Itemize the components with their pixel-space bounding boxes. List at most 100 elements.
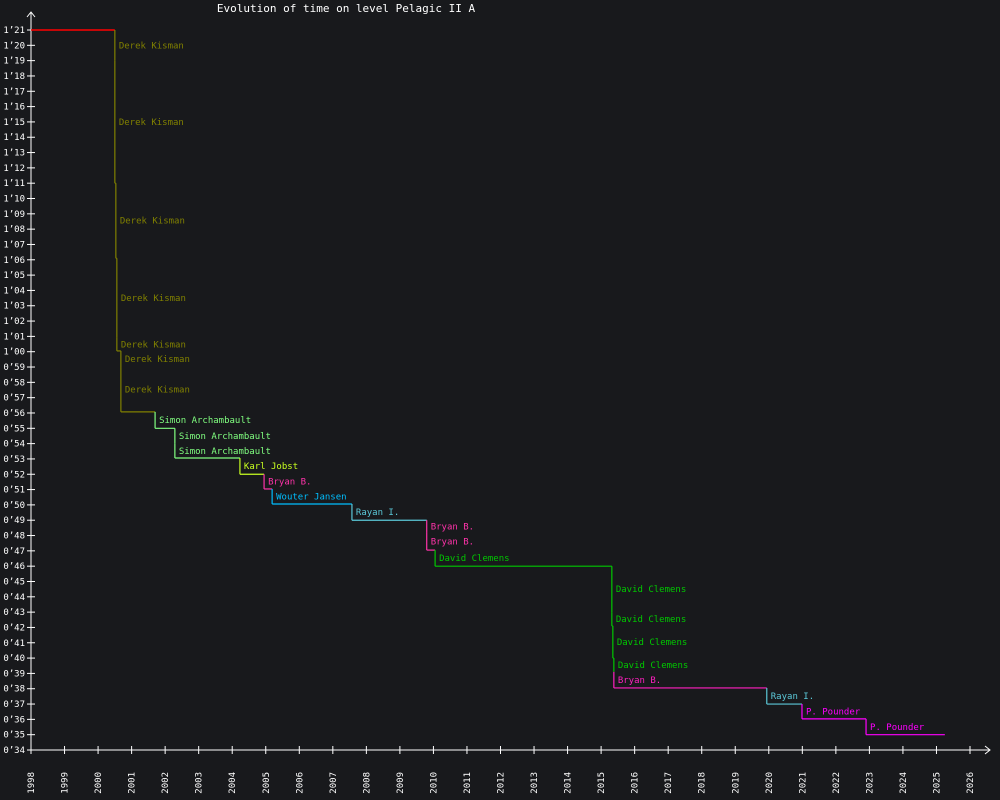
y-tick-label: 0’34 <box>3 746 25 756</box>
record-steps <box>31 29 945 736</box>
x-tick-label: 1999 <box>61 772 71 794</box>
y-tick-label: 1’12 <box>3 164 25 174</box>
x-tick-label: 2000 <box>94 772 104 794</box>
y-tick-label: 0’58 <box>3 378 25 388</box>
x-tick-label: 2009 <box>396 772 406 794</box>
y-tick-label: 0’35 <box>3 731 25 741</box>
x-axis-arrow-icon <box>984 745 991 755</box>
y-tick-label: 1’17 <box>3 87 25 97</box>
y-tick-label: 1’08 <box>3 225 25 235</box>
y-tick-label: 0’48 <box>3 532 25 542</box>
x-tick-label: 2014 <box>564 772 574 794</box>
y-tick-label: 0’55 <box>3 424 25 434</box>
y-tick-label: 0’52 <box>3 470 25 480</box>
y-tick-label: 1’11 <box>3 179 25 189</box>
y-tick-label: 0’36 <box>3 715 25 725</box>
y-tick-label: 0’40 <box>3 654 25 664</box>
record-holder-label: Bryan B. <box>431 522 474 532</box>
record-holder-label: David Clemens <box>618 661 688 671</box>
y-tick-label: 1’02 <box>3 317 25 327</box>
y-tick-label: 0’44 <box>3 593 25 603</box>
record-holder-label: Derek Kisman <box>121 294 186 304</box>
x-tick-label: 2019 <box>731 772 741 794</box>
x-tick-label: 2010 <box>429 772 439 794</box>
x-tick-label: 2002 <box>161 772 171 794</box>
x-tick-label: 2022 <box>832 772 842 794</box>
y-tick-label: 0’49 <box>3 516 25 526</box>
axes: 0’34 0’35 0’36 0’37 0’38 0’39 0’40 0’41 0’42 0’43… <box>3 11 991 794</box>
x-tick-label: 2026 <box>966 772 976 794</box>
y-tick-label: 1’09 <box>3 210 25 220</box>
x-tick-label: 2025 <box>932 772 942 794</box>
y-tick-label: 1’06 <box>3 256 25 266</box>
x-tick-label: 2012 <box>497 772 507 794</box>
y-tick-label: 1’18 <box>3 72 25 82</box>
y-tick-label: 0’59 <box>3 363 25 373</box>
x-tick-label: 2001 <box>128 772 138 794</box>
y-tick-label: 0’38 <box>3 685 25 695</box>
y-tick-label: 0’42 <box>3 623 25 633</box>
y-tick-label: 1’07 <box>3 240 25 250</box>
record-holder-label: Simon Archambault <box>159 416 251 426</box>
record-holder-label: Bryan B. <box>268 478 311 488</box>
x-tick-label: 2008 <box>362 772 372 794</box>
record-holder-label: Derek Kisman <box>121 340 186 350</box>
y-tick-label: 1’00 <box>3 348 25 358</box>
y-tick-label: 0’54 <box>3 440 25 450</box>
y-tick-label: 0’37 <box>3 700 25 710</box>
y-tick-label: 0’50 <box>3 501 25 511</box>
x-tick-label: 2004 <box>228 772 238 794</box>
record-holder-label: P. Pounder <box>806 707 861 717</box>
record-holder-label: Bryan B. <box>618 676 661 686</box>
record-holder-label: Derek Kisman <box>125 385 190 395</box>
record-holder-label: Wouter Jansen <box>276 492 346 502</box>
chart-title: Evolution of time on level Pelagic II A <box>217 2 476 15</box>
x-tick-label: 2023 <box>865 772 875 794</box>
y-tick-label: 0’53 <box>3 455 25 465</box>
record-holder-label: Rayan I. <box>771 692 814 702</box>
x-tick-label: 2020 <box>765 772 775 794</box>
record-holder-label: Simon Archambault <box>179 447 271 457</box>
y-tick-label: 0’46 <box>3 562 25 572</box>
x-tick-label: 2005 <box>262 772 272 794</box>
x-tick-label: 2013 <box>530 772 540 794</box>
y-tick-label: 1’05 <box>3 271 25 281</box>
record-holder-label: Derek Kisman <box>119 41 184 51</box>
record-holder-label: David Clemens <box>616 615 686 625</box>
y-tick-label: 1’01 <box>3 332 25 342</box>
y-tick-label: 1’16 <box>3 103 25 113</box>
y-tick-label: 0’39 <box>3 669 25 679</box>
y-tick-label: 0’57 <box>3 394 25 404</box>
y-tick-label: 1’15 <box>3 118 25 128</box>
y-tick-label: 0’43 <box>3 608 25 618</box>
y-tick-label: 0’56 <box>3 409 25 419</box>
y-tick-label: 0’47 <box>3 547 25 557</box>
x-tick-label: 2017 <box>664 772 674 794</box>
x-tick-label: 2016 <box>631 772 641 794</box>
x-tick-label: 2003 <box>195 772 205 794</box>
record-holder-label: Rayan I. <box>356 508 399 518</box>
record-holder-label: P. Pounder <box>870 723 925 733</box>
x-tick-label: 2018 <box>698 772 708 794</box>
y-tick-label: 1’20 <box>3 41 25 51</box>
y-tick-label: 0’51 <box>3 486 25 496</box>
record-holder-label: Simon Archambault <box>179 432 271 442</box>
record-holder-label: David Clemens <box>616 585 686 595</box>
record-holder-label: Derek Kisman <box>119 118 184 128</box>
record-labels: Derek Kisman Derek Kisman Derek Kisman Dere… <box>119 41 925 732</box>
y-tick-label: 0’45 <box>3 577 25 587</box>
y-tick-label: 1’21 <box>3 26 25 36</box>
y-tick-label: 1’13 <box>3 149 25 159</box>
x-tick-label: 2006 <box>295 772 305 794</box>
x-tick-label: 2007 <box>329 772 339 794</box>
x-tick-label: 2021 <box>798 772 808 794</box>
y-tick-label: 0’41 <box>3 639 25 649</box>
record-holder-label: Bryan B. <box>431 537 474 547</box>
y-tick-label: 1’14 <box>3 133 25 143</box>
y-tick-label: 1’04 <box>3 286 25 296</box>
record-holder-label: Derek Kisman <box>125 355 190 365</box>
x-tick-label: 2015 <box>597 772 607 794</box>
y-tick-label: 1’19 <box>3 57 25 67</box>
x-tick-label: 1998 <box>27 772 37 794</box>
